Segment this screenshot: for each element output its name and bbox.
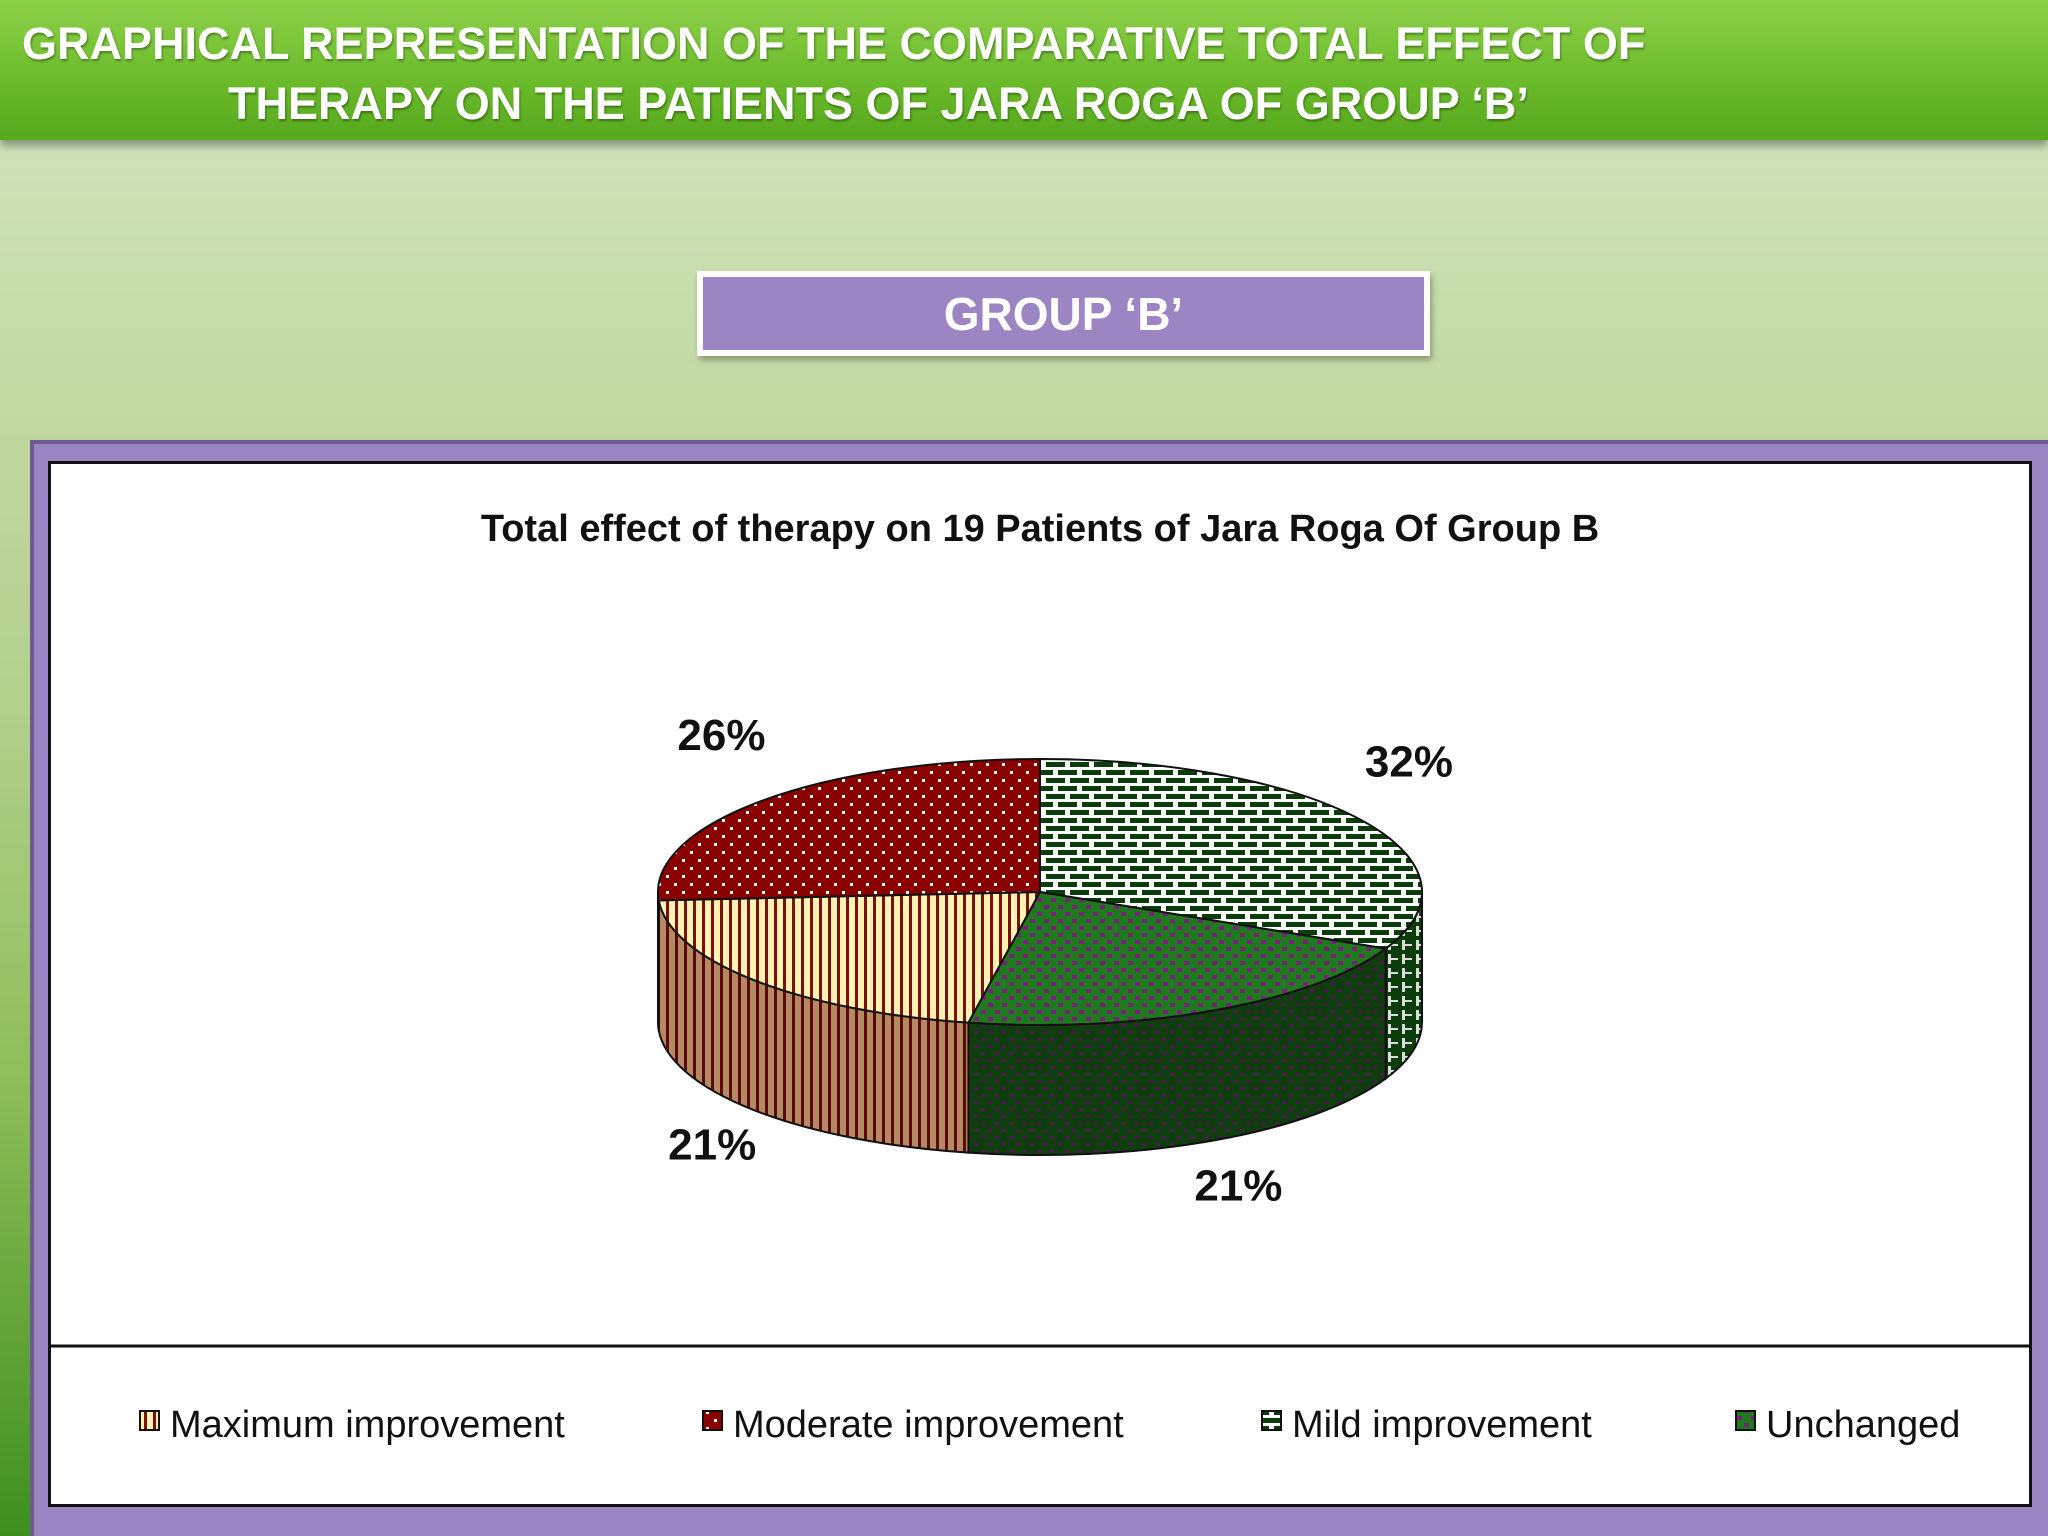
pie-label-mild-improvement: 32% bbox=[1365, 738, 1453, 787]
legend-swatch-unchanged bbox=[1735, 1410, 1756, 1431]
banner-title-line-2: THERAPY ON THE PATIENTS OF JARA ROGA OF … bbox=[228, 78, 1529, 129]
legend-swatch-maximum-improvement bbox=[139, 1410, 160, 1431]
pie-label-maximum-improvement: 21% bbox=[668, 1121, 756, 1170]
title-banner: GRAPHICAL REPRESENTATION OF THE COMPARAT… bbox=[0, 0, 2048, 140]
legend-swatch-mild-improvement bbox=[1261, 1410, 1282, 1431]
group-label: GROUP ‘B’ bbox=[943, 287, 1184, 340]
pie-label-moderate-improvement: 26% bbox=[677, 711, 765, 760]
pie-tops bbox=[657, 757, 1423, 1026]
legend-label-maximum-improvement: Maximum improvement bbox=[170, 1404, 565, 1446]
pie-labels: 32% 21% 21% 26% bbox=[668, 711, 1453, 1210]
pie-slice-moderate-improvement bbox=[657, 757, 1041, 902]
chart-legend: Maximum improvement Moderate improvement M… bbox=[139, 1404, 1960, 1446]
chart-title: Total effect of therapy on 19 Patients o… bbox=[481, 508, 1599, 550]
group-label-box: GROUP ‘B’ bbox=[697, 271, 1430, 356]
legend-label-moderate-improvement: Moderate improvement bbox=[733, 1404, 1124, 1446]
legend-label-mild-improvement: Mild improvement bbox=[1292, 1404, 1592, 1446]
pie-slice-maximum-improvement bbox=[657, 890, 1042, 1024]
banner-title-line-1: GRAPHICAL REPRESENTATION OF THE COMPARAT… bbox=[22, 18, 1646, 69]
legend-swatch-moderate-improvement bbox=[702, 1410, 723, 1431]
pie-slice-mild-improvement bbox=[1039, 757, 1423, 950]
pie-slice-unchanged bbox=[966, 890, 1389, 1026]
pie-side-moderate-improvement bbox=[657, 891, 660, 1031]
pie-sides bbox=[657, 891, 1423, 1156]
pie-label-unchanged: 21% bbox=[1194, 1162, 1282, 1211]
legend-label-unchanged: Unchanged bbox=[1766, 1404, 1960, 1446]
